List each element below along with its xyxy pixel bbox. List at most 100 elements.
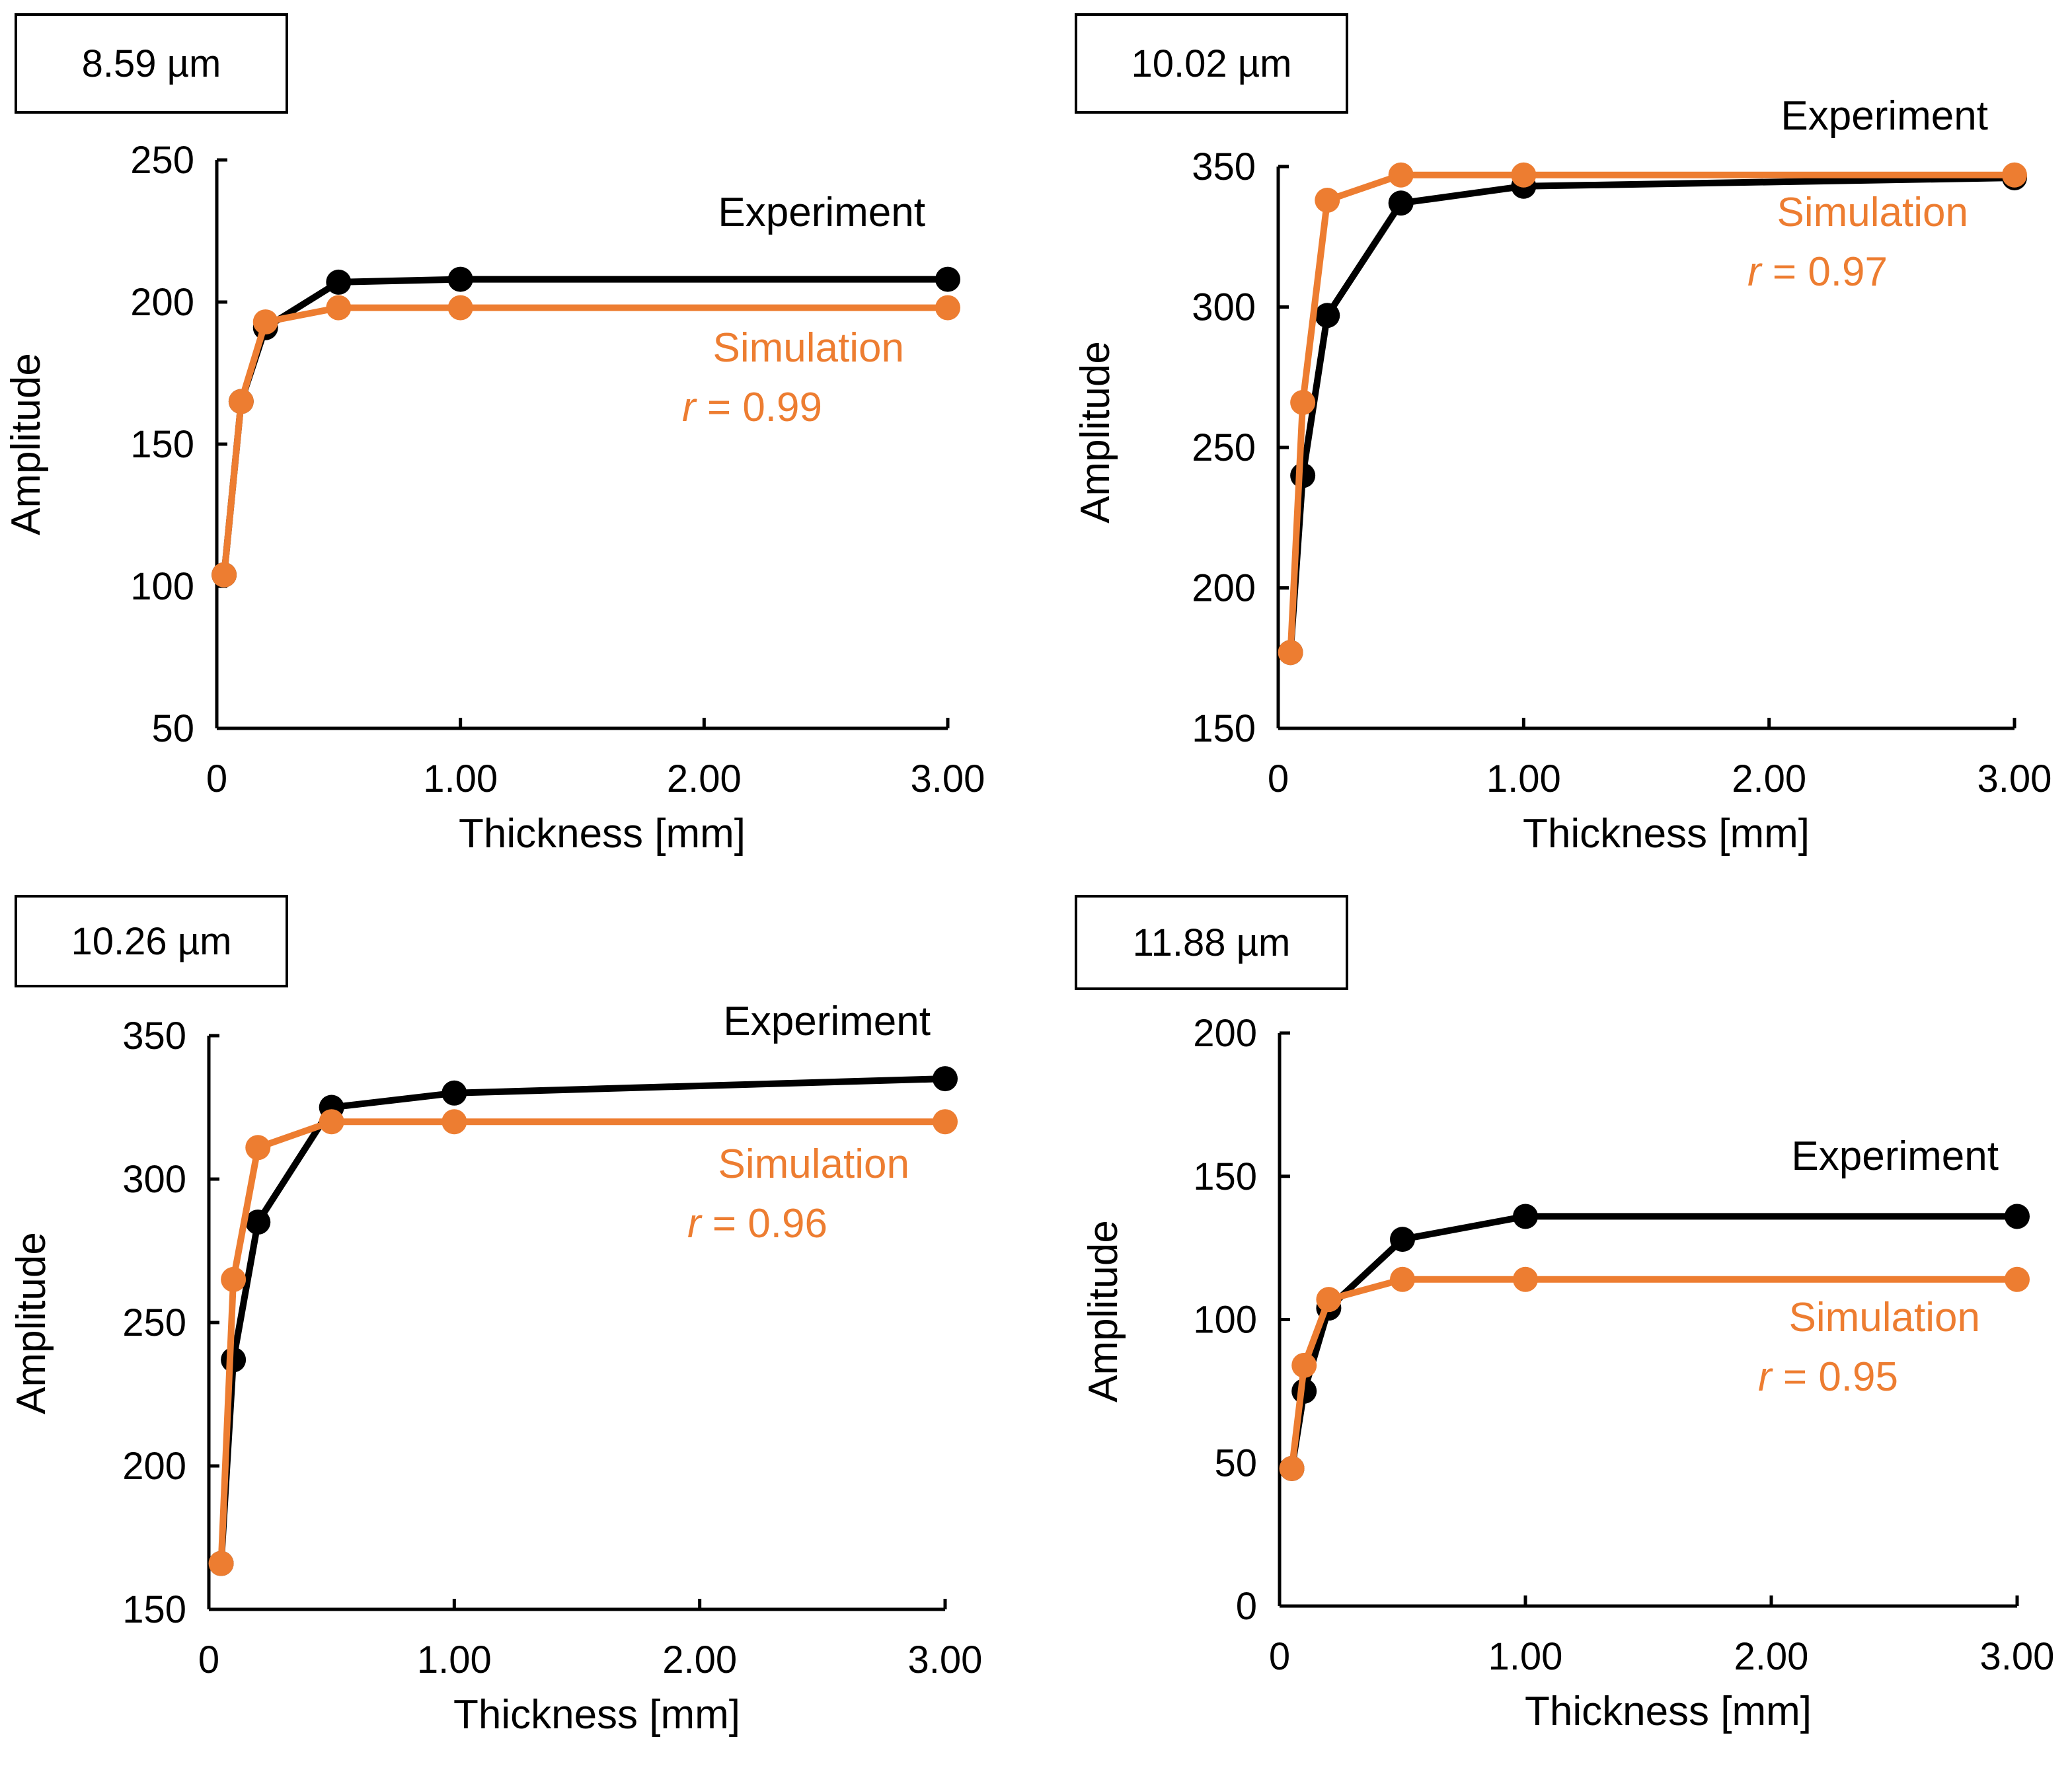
experiment-data-point (441, 1080, 467, 1106)
y-axis-label: Amplitude (3, 353, 49, 535)
simulation-data-point (441, 1109, 467, 1135)
simulation-data-point (1290, 390, 1316, 415)
x-tick-label: 1.00 (1486, 757, 1561, 800)
y-tick-label: 0 (1236, 1585, 1257, 1628)
simulation-data-point (1511, 162, 1537, 188)
chart-title: 11.88 µm (1133, 921, 1291, 964)
chart-title: 10.02 µm (1132, 42, 1292, 85)
x-tick-label: 1.00 (423, 757, 498, 800)
x-axis-label: Thickness [mm] (1525, 1689, 1812, 1734)
legend-simulation: Simulation (1777, 190, 1968, 235)
y-tick-label: 200 (1193, 1012, 1257, 1055)
experiment-data-point (447, 266, 473, 292)
chart-title-box (15, 895, 288, 987)
x-tick-label: 3.00 (1980, 1635, 2055, 1678)
simulation-data-point (221, 1266, 247, 1292)
chart-title: 8.59 µm (82, 42, 221, 85)
x-tick-label: 3.00 (911, 757, 985, 800)
simulation-series-line (1287, 171, 2014, 653)
simulation-series-line (217, 1118, 945, 1564)
experiment-data-point (1513, 1204, 1538, 1229)
simulation-data-point (2002, 162, 2027, 188)
correlation-label: r = 0.96 (687, 1201, 827, 1247)
simulation-data-point (1291, 1352, 1317, 1378)
x-tick-label: 0 (1269, 1635, 1290, 1678)
simulation-data-point (208, 1551, 234, 1576)
y-tick-label: 250 (130, 139, 194, 182)
y-tick-label: 300 (122, 1158, 186, 1201)
x-tick-label: 0 (206, 757, 227, 800)
simulation-data-point (1278, 640, 1303, 666)
y-tick-label: 100 (130, 565, 194, 608)
simulation-data-point (252, 309, 278, 335)
experiment-data-point (935, 266, 960, 292)
y-tick-label: 100 (1193, 1299, 1257, 1342)
y-axis-label: Amplitude (9, 1232, 54, 1414)
correlation-symbol: r (1758, 1354, 1773, 1400)
x-tick-label: 2.00 (662, 1638, 737, 1681)
correlation-symbol: r (1747, 249, 1763, 295)
x-axis-label: Thickness [mm] (453, 1692, 740, 1738)
correlation-label: r = 0.95 (1758, 1354, 1898, 1400)
y-tick-label: 150 (122, 1588, 186, 1631)
correlation-label: r = 0.97 (1747, 249, 1888, 295)
y-tick-label: 350 (122, 1015, 186, 1057)
simulation-data-point (1513, 1266, 1538, 1292)
simulation-data-point (245, 1135, 271, 1161)
legend-simulation: Simulation (713, 325, 904, 371)
x-tick-label: 2.00 (1734, 1635, 1809, 1678)
chart-title: 10.26 µm (71, 920, 232, 963)
experiment-data-point (326, 269, 352, 295)
legend-experiment: Experiment (723, 999, 931, 1044)
chart-panel-2: 10.02 µm 150 200 250 300 350 0 1.00 2.00 3.00 Thic… (1073, 13, 2052, 857)
y-tick-label: 50 (1214, 1441, 1257, 1484)
chart-title-box (1075, 895, 1348, 990)
simulation-data-point (2005, 1266, 2030, 1292)
correlation-value: = 0.95 (1772, 1354, 1898, 1400)
y-tick-label: 250 (1192, 426, 1256, 469)
legend-experiment: Experiment (1781, 93, 1988, 139)
y-tick-label: 150 (1192, 707, 1256, 750)
y-tick-label: 300 (1192, 286, 1256, 329)
simulation-data-point (935, 295, 960, 321)
x-tick-label: 2.00 (667, 757, 742, 800)
y-tick-label: 200 (1192, 567, 1256, 610)
y-tick-label: 150 (1193, 1155, 1257, 1198)
correlation-symbol: r (687, 1201, 703, 1247)
simulation-data-point (326, 295, 352, 321)
legend-simulation: Simulation (718, 1141, 909, 1187)
experiment-series-line (1288, 1213, 2017, 1469)
correlation-symbol: r (682, 385, 697, 430)
experiment-data-point (933, 1066, 958, 1092)
simulation-series-line (221, 304, 948, 576)
x-tick-label: 1.00 (417, 1638, 492, 1681)
simulation-data-point (211, 562, 237, 588)
correlation-value: = 0.96 (701, 1201, 827, 1247)
correlation-value: = 0.97 (1761, 249, 1888, 295)
y-tick-label: 50 (151, 707, 194, 750)
simulation-data-point (1390, 1266, 1415, 1292)
simulation-series-line (1288, 1276, 2017, 1469)
legend-experiment: Experiment (1791, 1133, 1999, 1179)
simulation-data-point (228, 389, 254, 414)
x-tick-label: 0 (198, 1638, 219, 1681)
experiment-series-line (1287, 174, 2015, 653)
x-tick-label: 3.00 (908, 1638, 983, 1681)
experiment-data-point (2005, 1204, 2030, 1229)
x-axis-label: Thickness [mm] (1523, 811, 1810, 857)
y-tick-label: 200 (130, 281, 194, 324)
chart-panel-4: 11.88 µm 0 50 100 150 200 0 1.00 2.00 3.00 Thickne… (1075, 895, 2055, 1734)
simulation-data-point (1316, 1287, 1342, 1313)
y-tick-label: 150 (130, 423, 194, 466)
experiment-series-line (221, 276, 948, 576)
chart-panel-1: 8.59 µm 50 100 150 200 250 0 1.00 2.00 3.00 Thickn… (3, 13, 985, 857)
x-tick-label: 3.00 (1977, 757, 2052, 800)
experiment-data-point (1388, 190, 1414, 216)
simulation-data-point (1279, 1455, 1305, 1481)
x-tick-label: 2.00 (1732, 757, 1806, 800)
correlation-label: r = 0.99 (682, 385, 822, 430)
y-tick-label: 200 (122, 1445, 186, 1488)
simulation-data-point (447, 295, 473, 321)
simulation-data-point (319, 1109, 344, 1135)
